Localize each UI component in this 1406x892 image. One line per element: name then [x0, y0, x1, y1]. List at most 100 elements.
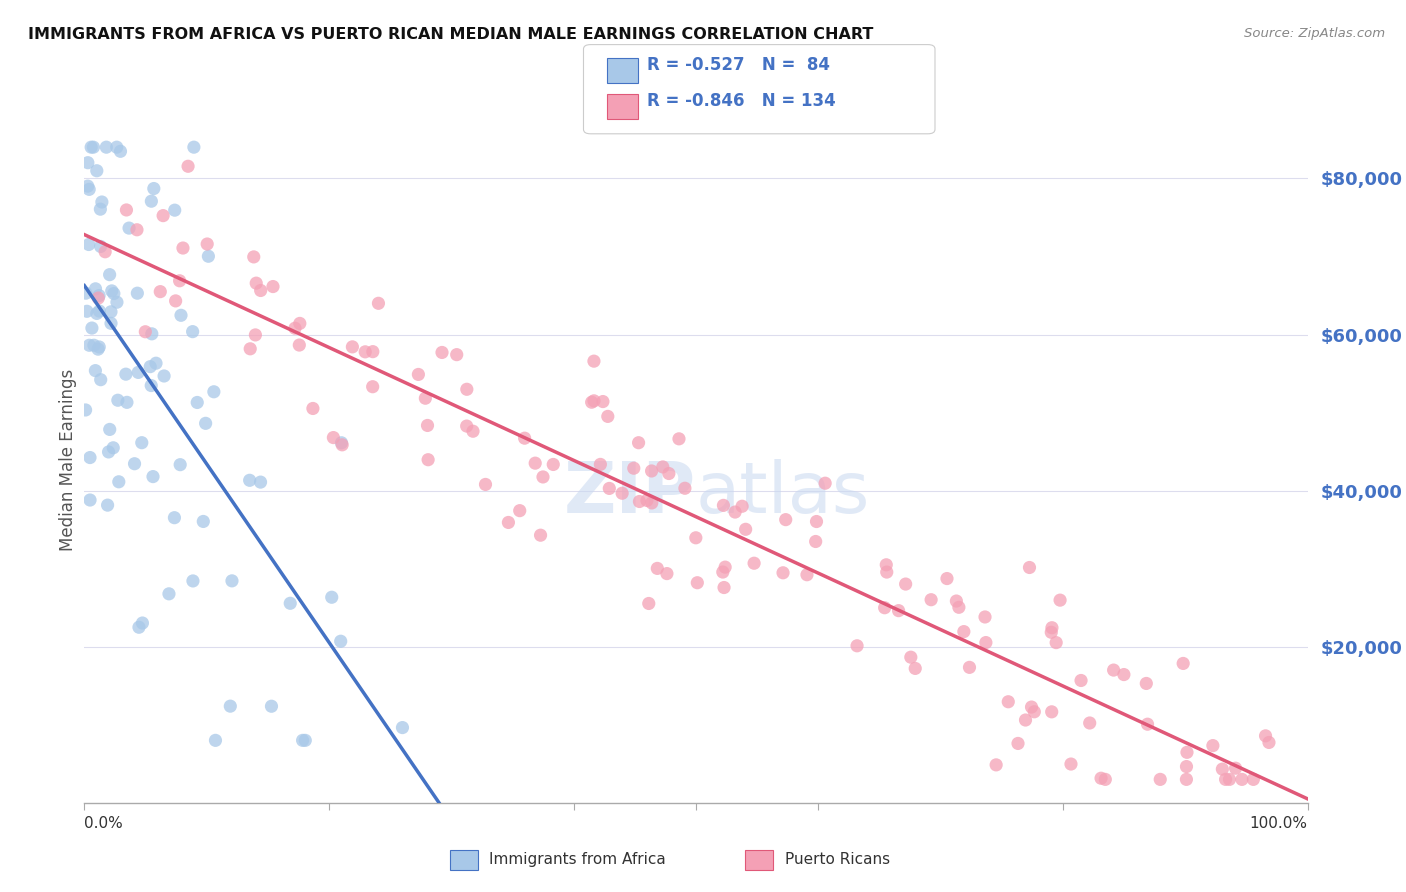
Point	[239, 473, 262, 487]
Point	[391, 721, 413, 735]
Point	[1230, 772, 1253, 787]
Point	[1175, 772, 1198, 787]
Point	[169, 458, 191, 472]
Point	[245, 276, 267, 290]
Point	[1024, 705, 1046, 719]
Point	[367, 296, 389, 310]
Point	[416, 452, 439, 467]
Point	[177, 159, 200, 173]
Point	[221, 574, 243, 588]
Point	[124, 457, 146, 471]
Point	[242, 250, 264, 264]
Point	[804, 534, 827, 549]
Point	[291, 733, 314, 747]
Point	[80, 321, 103, 335]
Point	[288, 317, 311, 331]
Point	[204, 733, 226, 747]
Point	[651, 459, 673, 474]
Point	[94, 244, 117, 259]
Point	[936, 572, 959, 586]
Point	[107, 475, 129, 489]
Point	[98, 268, 121, 282]
Point	[76, 155, 98, 169]
Point	[181, 325, 204, 339]
Point	[731, 500, 754, 514]
Point	[165, 293, 187, 308]
Point	[592, 394, 614, 409]
Point	[87, 291, 110, 305]
Point	[1007, 736, 1029, 750]
Point	[887, 604, 910, 618]
Point	[97, 498, 120, 512]
Point	[894, 577, 917, 591]
Point	[953, 624, 976, 639]
Point	[163, 510, 186, 524]
Point	[141, 194, 163, 209]
Point	[984, 757, 1007, 772]
Text: R = -0.527   N =  84: R = -0.527 N = 84	[647, 56, 830, 74]
Point	[582, 354, 605, 368]
Point	[796, 567, 818, 582]
Point	[876, 565, 898, 579]
Point	[103, 286, 125, 301]
Point	[76, 304, 98, 318]
Point	[86, 306, 108, 320]
Point	[75, 286, 97, 301]
Point	[183, 140, 205, 154]
Point	[1211, 762, 1233, 776]
Point	[96, 140, 118, 154]
Point	[172, 241, 194, 255]
Point	[110, 145, 132, 159]
Point	[245, 327, 267, 342]
Point	[157, 587, 180, 601]
Point	[82, 140, 104, 154]
Point	[79, 493, 101, 508]
Point	[610, 486, 633, 500]
Point	[446, 348, 468, 362]
Point	[76, 179, 98, 194]
Point	[713, 581, 735, 595]
Point	[149, 285, 172, 299]
Point	[658, 467, 681, 481]
Point	[342, 340, 364, 354]
Point	[1021, 700, 1043, 714]
Point	[623, 461, 645, 475]
Point	[1094, 772, 1116, 787]
Point	[498, 516, 520, 530]
Point	[456, 382, 478, 396]
Point	[948, 600, 970, 615]
Point	[627, 435, 650, 450]
Point	[181, 574, 204, 588]
Point	[945, 594, 967, 608]
Point	[742, 556, 765, 570]
Point	[640, 464, 662, 478]
Point	[97, 445, 120, 459]
Point	[1070, 673, 1092, 688]
Point	[734, 522, 756, 536]
Point	[1040, 621, 1063, 635]
Point	[288, 338, 311, 352]
Point	[125, 223, 148, 237]
Point	[900, 650, 922, 665]
Point	[959, 660, 981, 674]
Point	[1175, 759, 1198, 773]
Point	[100, 284, 122, 298]
Point	[581, 395, 603, 409]
Point	[724, 505, 747, 519]
Point	[904, 661, 927, 675]
Point	[90, 373, 112, 387]
Point	[531, 470, 554, 484]
Point	[641, 496, 664, 510]
Point	[127, 286, 149, 301]
Point	[596, 409, 619, 424]
Point	[249, 284, 271, 298]
Point	[84, 282, 107, 296]
Point	[1135, 676, 1157, 690]
Point	[361, 380, 384, 394]
Point	[100, 305, 122, 319]
Point	[118, 221, 141, 235]
Point	[79, 450, 101, 465]
Point	[647, 561, 669, 575]
Point	[107, 393, 129, 408]
Point	[668, 432, 690, 446]
